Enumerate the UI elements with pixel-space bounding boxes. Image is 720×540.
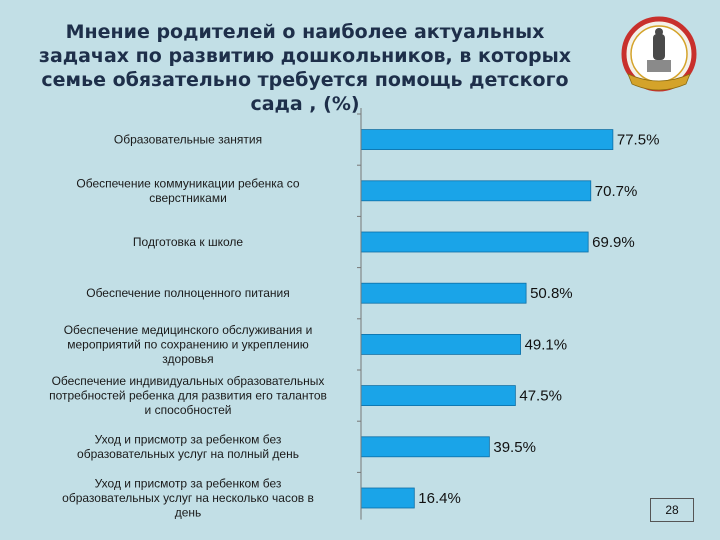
category-label: Подготовка к школе (133, 235, 244, 249)
category-label: образовательных услуг на полный день (77, 447, 299, 461)
category-label: потребностей ребенка для развития его та… (49, 389, 327, 403)
data-label: 47.5% (519, 388, 562, 405)
bar (360, 129, 614, 151)
category-label: образовательных услуг на несколько часов… (62, 491, 314, 505)
bar (360, 385, 516, 407)
category-label: Обеспечение индивидуальных образовательн… (52, 374, 325, 388)
chart-title: Мнение родителей о наиболее актуальных з… (38, 21, 572, 115)
data-label: 49.1% (525, 336, 568, 353)
bar (360, 282, 527, 304)
bar (360, 436, 490, 458)
bar (360, 180, 592, 202)
emblem-ribbon (627, 73, 691, 91)
data-label: 70.7% (595, 183, 638, 200)
data-label: 39.5% (493, 439, 536, 456)
emblem-pedestal (647, 60, 671, 72)
category-label: мероприятий по сохранению и укреплению (67, 337, 309, 351)
university-emblem-icon (621, 16, 697, 92)
category-label: здоровья (162, 352, 213, 366)
bar (360, 231, 589, 253)
emblem-figure-head (655, 28, 663, 36)
page-number: 28 (650, 498, 694, 522)
category-label: сверстниками (149, 191, 227, 205)
data-label: 77.5% (617, 132, 660, 149)
category-label: Образовательные занятия (114, 133, 262, 147)
bar (360, 333, 521, 355)
category-label: день (175, 506, 202, 520)
data-label: 69.9% (592, 234, 635, 251)
category-label: Обеспечение коммуникации ребенка со (76, 177, 300, 191)
data-label: 50.8% (530, 285, 573, 302)
category-label: Обеспечение медицинского обслуживания и (64, 323, 313, 337)
category-label: Уход и присмотр за ребенком без (95, 477, 282, 491)
category-label: Уход и присмотр за ребенком без (95, 433, 282, 447)
data-label: 16.4% (418, 490, 461, 507)
bar (360, 487, 415, 509)
category-label: Обеспечение полноценного питания (86, 286, 290, 300)
category-label: и способностей (145, 403, 232, 417)
emblem-figure (653, 34, 665, 60)
